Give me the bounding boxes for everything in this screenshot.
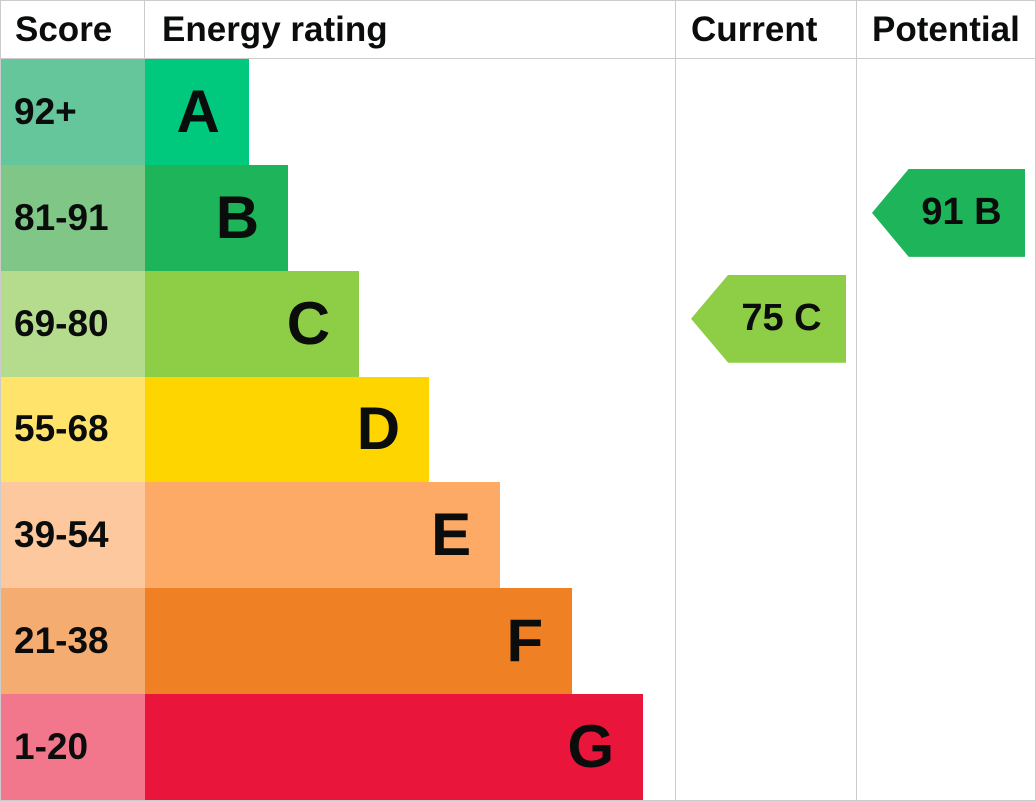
score-cell-d: 55-68 xyxy=(1,376,145,483)
bar-cell-f: F xyxy=(145,588,675,695)
current-column: 75 C xyxy=(675,59,856,800)
bar-cell-d: D xyxy=(145,376,675,483)
band-bar-e: E xyxy=(145,482,501,589)
current-rating-label: 75 C xyxy=(741,297,822,340)
bar-cell-c: C xyxy=(145,270,675,377)
score-cell-f: 21-38 xyxy=(1,588,145,695)
bar-cell-e: E xyxy=(145,482,675,589)
bar-cell-a: A xyxy=(145,59,675,165)
score-cell-g: 1-20 xyxy=(1,694,145,800)
chart-header-row: Score Energy rating Current Potential xyxy=(1,1,1035,59)
potential-column: 91 B xyxy=(856,59,1035,800)
potential-rating-label: 91 B xyxy=(921,191,1002,234)
band-letter-g: G xyxy=(567,713,615,781)
band-letter-d: D xyxy=(356,395,401,463)
band-bar-a: A xyxy=(145,59,249,165)
bar-cell-g: G xyxy=(145,694,675,800)
score-cell-b: 81-91 xyxy=(1,164,145,271)
chart-body: 75 C 91 B 92+ A 81-91 B 69-80 C 55-68 D 39-54 E 21… xyxy=(1,59,1035,800)
band-bar-d: D xyxy=(145,376,430,483)
potential-rating-arrow: 91 B xyxy=(872,168,1025,257)
score-cell-a: 92+ xyxy=(1,59,145,165)
band-letter-c: C xyxy=(286,289,331,357)
header-potential: Potential xyxy=(856,1,1035,58)
bar-cell-b: B xyxy=(145,164,675,271)
score-cell-c: 69-80 xyxy=(1,270,145,377)
band-letter-f: F xyxy=(506,607,544,675)
band-bar-c: C xyxy=(145,270,360,377)
current-rating-arrow: 75 C xyxy=(691,274,846,363)
band-letter-a: A xyxy=(176,77,220,145)
band-bar-f: F xyxy=(145,588,573,695)
band-letter-e: E xyxy=(431,501,472,569)
header-energy-rating: Energy rating xyxy=(162,9,388,49)
band-bar-g: G xyxy=(145,694,644,800)
header-score: Score xyxy=(1,1,145,58)
band-letter-b: B xyxy=(215,183,260,251)
score-cell-e: 39-54 xyxy=(1,482,145,589)
band-bar-b: B xyxy=(145,164,289,271)
header-current: Current xyxy=(675,1,856,58)
